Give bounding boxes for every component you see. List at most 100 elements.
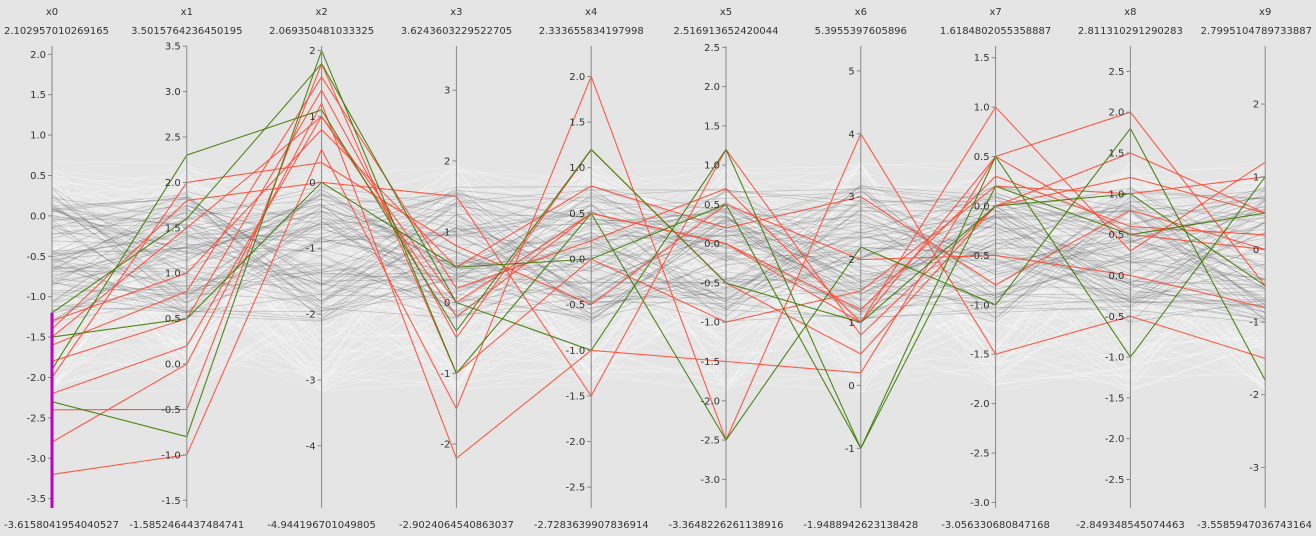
tick-label: 2.0: [569, 72, 585, 83]
context-line: [51, 193, 1266, 386]
context-line-dark: [51, 210, 1266, 317]
context-line: [51, 202, 1266, 391]
context-line: [51, 221, 1266, 386]
context-line-dark: [51, 198, 1266, 302]
context-line: [51, 217, 1266, 380]
context-line: [51, 202, 1266, 391]
context-line: [51, 168, 1266, 392]
context-line: [51, 190, 1266, 381]
tick-label: 0.0: [974, 201, 990, 212]
tick-label: -2.5: [700, 436, 720, 447]
context-line: [51, 173, 1266, 318]
tick-label: 1.0: [1108, 189, 1124, 200]
context-line: [51, 182, 1266, 381]
tick-label: -0.5: [566, 300, 586, 311]
context-line-dark: [51, 204, 1266, 324]
context-line: [51, 203, 1266, 381]
context-line-dark: [51, 208, 1266, 319]
context-line: [51, 162, 1266, 391]
context-line: [51, 186, 1266, 372]
axis-name-x6: x6: [855, 7, 867, 18]
axis-max-label: 2.811310291290283: [1078, 26, 1183, 37]
axis-name-x4: x4: [585, 7, 597, 18]
context-line: [51, 171, 1266, 375]
series-line: [51, 115, 1266, 395]
context-line: [51, 164, 1266, 371]
context-line: [51, 180, 1266, 370]
series-line: [51, 75, 1266, 346]
context-line: [51, 175, 1266, 358]
tick-label: -2.5: [566, 483, 586, 494]
context-line-dark: [51, 186, 1266, 314]
tick-label: 0.5: [569, 209, 585, 220]
tick-label: -3: [1249, 463, 1259, 474]
tick-label: -0.5: [26, 252, 46, 263]
context-line: [51, 162, 1266, 385]
tick-label: 3.5: [165, 42, 181, 53]
context-line: [51, 187, 1266, 339]
axis-max-label: 2.102957010269165: [4, 26, 109, 37]
tick-label: 3: [444, 86, 450, 97]
tick-label: 0.0: [1108, 271, 1124, 282]
context-line: [51, 184, 1266, 350]
tick-label: -0.5: [161, 405, 181, 416]
context-line: [51, 181, 1266, 352]
context-line: [51, 182, 1266, 384]
axis-min-label: -3.6158041954040527: [4, 520, 119, 531]
axis-max-label: 3.5015764236450195: [131, 26, 242, 37]
context-line: [51, 222, 1266, 383]
axis-max-label: 2.516913652420044: [674, 26, 779, 37]
tick-label: 0.5: [974, 152, 990, 163]
context-line: [51, 197, 1266, 372]
tick-label: -1.5: [970, 350, 990, 361]
axis-max-label: 2.7995104789733887: [1201, 26, 1312, 37]
tick-label: -2.5: [1105, 475, 1125, 486]
context-line-dark: [51, 189, 1266, 313]
axis-min-label: -3.5585947036743164: [1197, 520, 1312, 531]
context-line-dark: [51, 205, 1266, 318]
tick-label: -2.0: [970, 399, 990, 410]
tick-label: -3.0: [700, 475, 720, 486]
context-line: [51, 171, 1266, 380]
tick-label: -0.5: [700, 278, 720, 289]
tick-label: 2: [444, 156, 450, 167]
tick-label: -0.5: [1105, 312, 1125, 323]
series-line: [51, 49, 1266, 442]
series-line: [51, 62, 1266, 411]
context-line: [51, 175, 1266, 386]
context-line: [51, 192, 1266, 352]
context-line-dark: [51, 195, 1266, 300]
context-line-dark: [51, 222, 1266, 292]
tick-label: -1.0: [1105, 353, 1125, 364]
context-line: [51, 161, 1266, 373]
context-line-dark: [51, 207, 1266, 319]
context-line: [51, 164, 1266, 357]
context-line-dark: [51, 242, 1266, 321]
context-line: [51, 197, 1266, 383]
tick-label: 1.5: [30, 90, 46, 101]
tick-label: -1.0: [161, 450, 181, 461]
context-line: [51, 181, 1266, 317]
tick-label: 2.0: [1108, 108, 1124, 119]
context-line: [51, 191, 1266, 391]
tick-label: 0.5: [165, 314, 181, 325]
tick-label: 2.0: [30, 50, 46, 61]
context-line: [51, 182, 1266, 386]
tick-label: 3: [848, 192, 854, 203]
context-line-dark: [51, 189, 1266, 305]
tick-label: -0.5: [970, 251, 990, 262]
tick-label: 1.5: [569, 118, 585, 129]
context-line-dark: [51, 209, 1266, 320]
tick-label: 0.5: [1108, 230, 1124, 241]
context-line-dark: [51, 193, 1266, 299]
context-line-dark: [51, 188, 1266, 310]
context-line-dark: [51, 202, 1266, 308]
context-line: [51, 166, 1266, 379]
context-line: [51, 228, 1266, 393]
context-line: [51, 176, 1266, 344]
context-line: [51, 170, 1266, 351]
context-line-dark: [51, 202, 1266, 324]
context-line: [51, 165, 1266, 391]
context-line: [51, 182, 1266, 340]
axis-min-label: -2.7283639907836914: [534, 520, 649, 531]
